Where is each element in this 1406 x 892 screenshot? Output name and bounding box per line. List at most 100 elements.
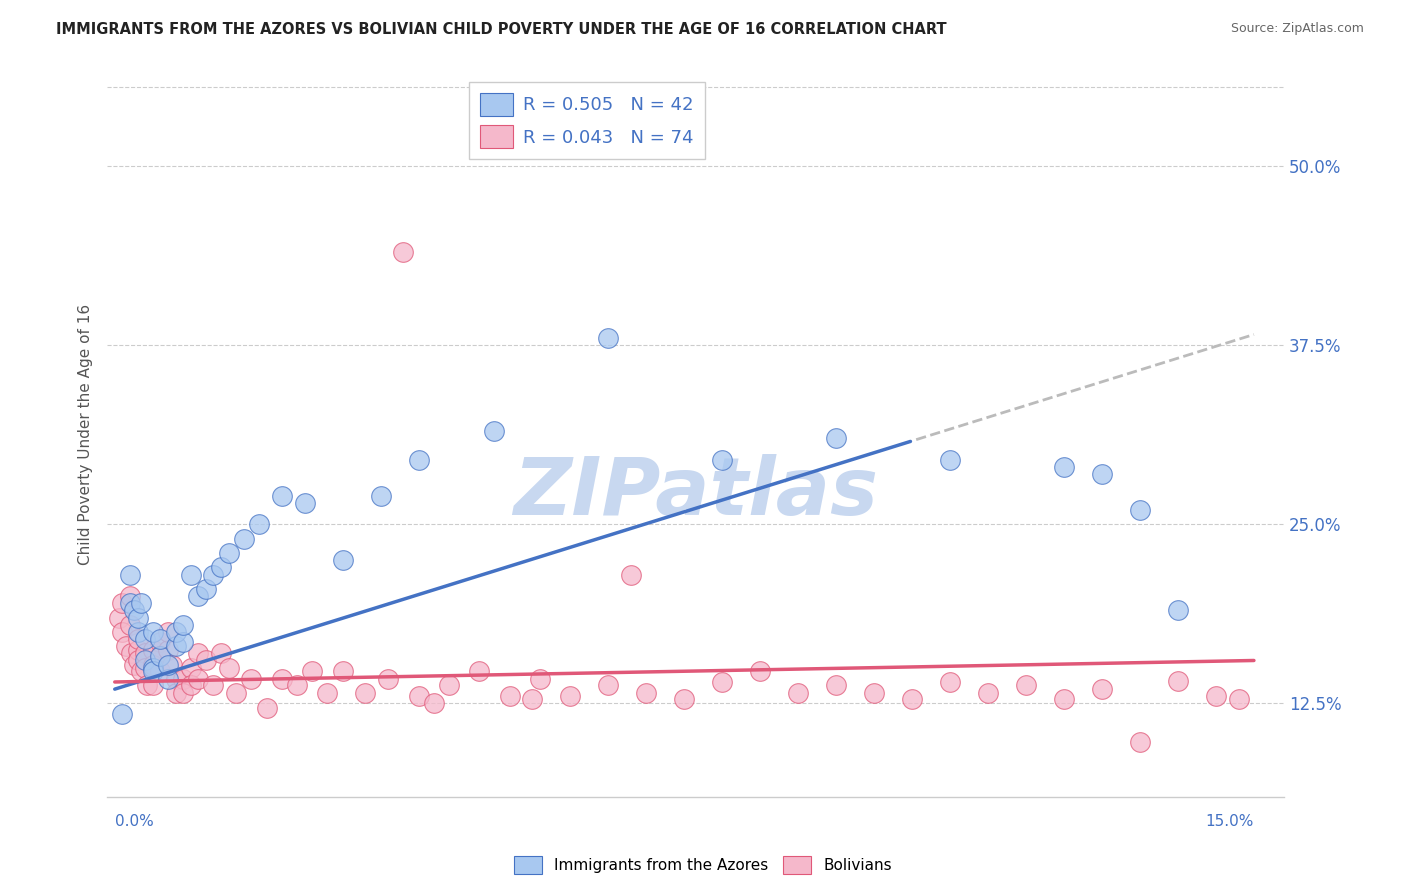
Point bbox=[408, 453, 430, 467]
Point bbox=[111, 624, 134, 639]
Point bbox=[1129, 503, 1152, 517]
Point bbox=[194, 582, 217, 596]
Point bbox=[118, 596, 141, 610]
Point bbox=[122, 603, 145, 617]
Point bbox=[156, 624, 179, 639]
Point bbox=[749, 664, 772, 678]
Point bbox=[121, 646, 143, 660]
Point bbox=[316, 686, 339, 700]
Point bbox=[115, 639, 138, 653]
Point bbox=[529, 672, 551, 686]
Point bbox=[673, 692, 696, 706]
Point bbox=[1167, 603, 1189, 617]
Point bbox=[142, 643, 165, 657]
Text: ZIPatlas: ZIPatlas bbox=[513, 454, 879, 532]
Point bbox=[187, 646, 209, 660]
Point bbox=[522, 692, 544, 706]
Point bbox=[142, 664, 165, 678]
Point bbox=[408, 690, 430, 704]
Point bbox=[332, 553, 354, 567]
Point bbox=[134, 632, 156, 646]
Point bbox=[202, 678, 225, 692]
Text: IMMIGRANTS FROM THE AZORES VS BOLIVIAN CHILD POVERTY UNDER THE AGE OF 16 CORRELA: IMMIGRANTS FROM THE AZORES VS BOLIVIAN C… bbox=[56, 22, 946, 37]
Point bbox=[468, 664, 491, 678]
Point bbox=[127, 624, 149, 639]
Point bbox=[156, 643, 179, 657]
Point bbox=[498, 690, 520, 704]
Point bbox=[172, 686, 194, 700]
Point bbox=[598, 678, 620, 692]
Point bbox=[392, 245, 415, 260]
Point bbox=[863, 686, 886, 700]
Point bbox=[160, 657, 183, 672]
Point bbox=[156, 672, 179, 686]
Point bbox=[187, 589, 209, 603]
Point bbox=[825, 678, 848, 692]
Legend: R = 0.505   N = 42, R = 0.043   N = 74: R = 0.505 N = 42, R = 0.043 N = 74 bbox=[470, 82, 704, 159]
Point bbox=[149, 664, 172, 678]
Point bbox=[270, 672, 292, 686]
Point bbox=[194, 653, 217, 667]
Point bbox=[107, 610, 129, 624]
Point bbox=[131, 596, 153, 610]
Point bbox=[285, 678, 308, 692]
Point bbox=[377, 672, 399, 686]
Point bbox=[560, 690, 582, 704]
Point bbox=[187, 672, 209, 686]
Point bbox=[247, 517, 270, 532]
Point bbox=[180, 660, 202, 674]
Point bbox=[598, 331, 620, 345]
Point bbox=[165, 672, 187, 686]
Point bbox=[180, 567, 202, 582]
Point bbox=[149, 649, 172, 664]
Point bbox=[301, 664, 323, 678]
Point bbox=[484, 424, 506, 438]
Point bbox=[939, 675, 962, 690]
Point bbox=[270, 489, 292, 503]
Point bbox=[111, 596, 134, 610]
Point bbox=[232, 532, 254, 546]
Point bbox=[437, 678, 460, 692]
Point bbox=[209, 560, 232, 574]
Point bbox=[118, 567, 141, 582]
Point bbox=[939, 453, 962, 467]
Point bbox=[711, 675, 734, 690]
Text: 0.0%: 0.0% bbox=[115, 814, 153, 829]
Point bbox=[636, 686, 658, 700]
Point bbox=[172, 617, 194, 632]
Point bbox=[142, 660, 165, 674]
Point bbox=[1167, 673, 1189, 688]
Point bbox=[202, 567, 225, 582]
Point bbox=[118, 617, 141, 632]
Point bbox=[218, 546, 240, 560]
Point bbox=[1015, 678, 1038, 692]
Text: Source: ZipAtlas.com: Source: ZipAtlas.com bbox=[1230, 22, 1364, 36]
Point bbox=[1091, 682, 1114, 697]
Point bbox=[142, 657, 165, 672]
Point bbox=[825, 431, 848, 445]
Point bbox=[149, 649, 172, 664]
Point bbox=[134, 653, 156, 667]
Point bbox=[240, 672, 263, 686]
Point bbox=[149, 635, 172, 649]
Point bbox=[172, 672, 194, 686]
Point bbox=[354, 686, 377, 700]
Point bbox=[422, 697, 444, 711]
Point bbox=[111, 706, 134, 721]
Point bbox=[977, 686, 1000, 700]
Point bbox=[127, 643, 149, 657]
Point bbox=[1227, 692, 1250, 706]
Point bbox=[172, 635, 194, 649]
Point bbox=[1129, 735, 1152, 749]
Point bbox=[149, 632, 172, 646]
Point bbox=[134, 646, 156, 660]
Point bbox=[118, 589, 141, 603]
Point bbox=[256, 700, 278, 714]
Text: 15.0%: 15.0% bbox=[1205, 814, 1254, 829]
Point bbox=[1091, 467, 1114, 482]
Point bbox=[180, 678, 202, 692]
Point bbox=[122, 657, 145, 672]
Point bbox=[165, 624, 187, 639]
Point bbox=[711, 453, 734, 467]
Point bbox=[332, 664, 354, 678]
